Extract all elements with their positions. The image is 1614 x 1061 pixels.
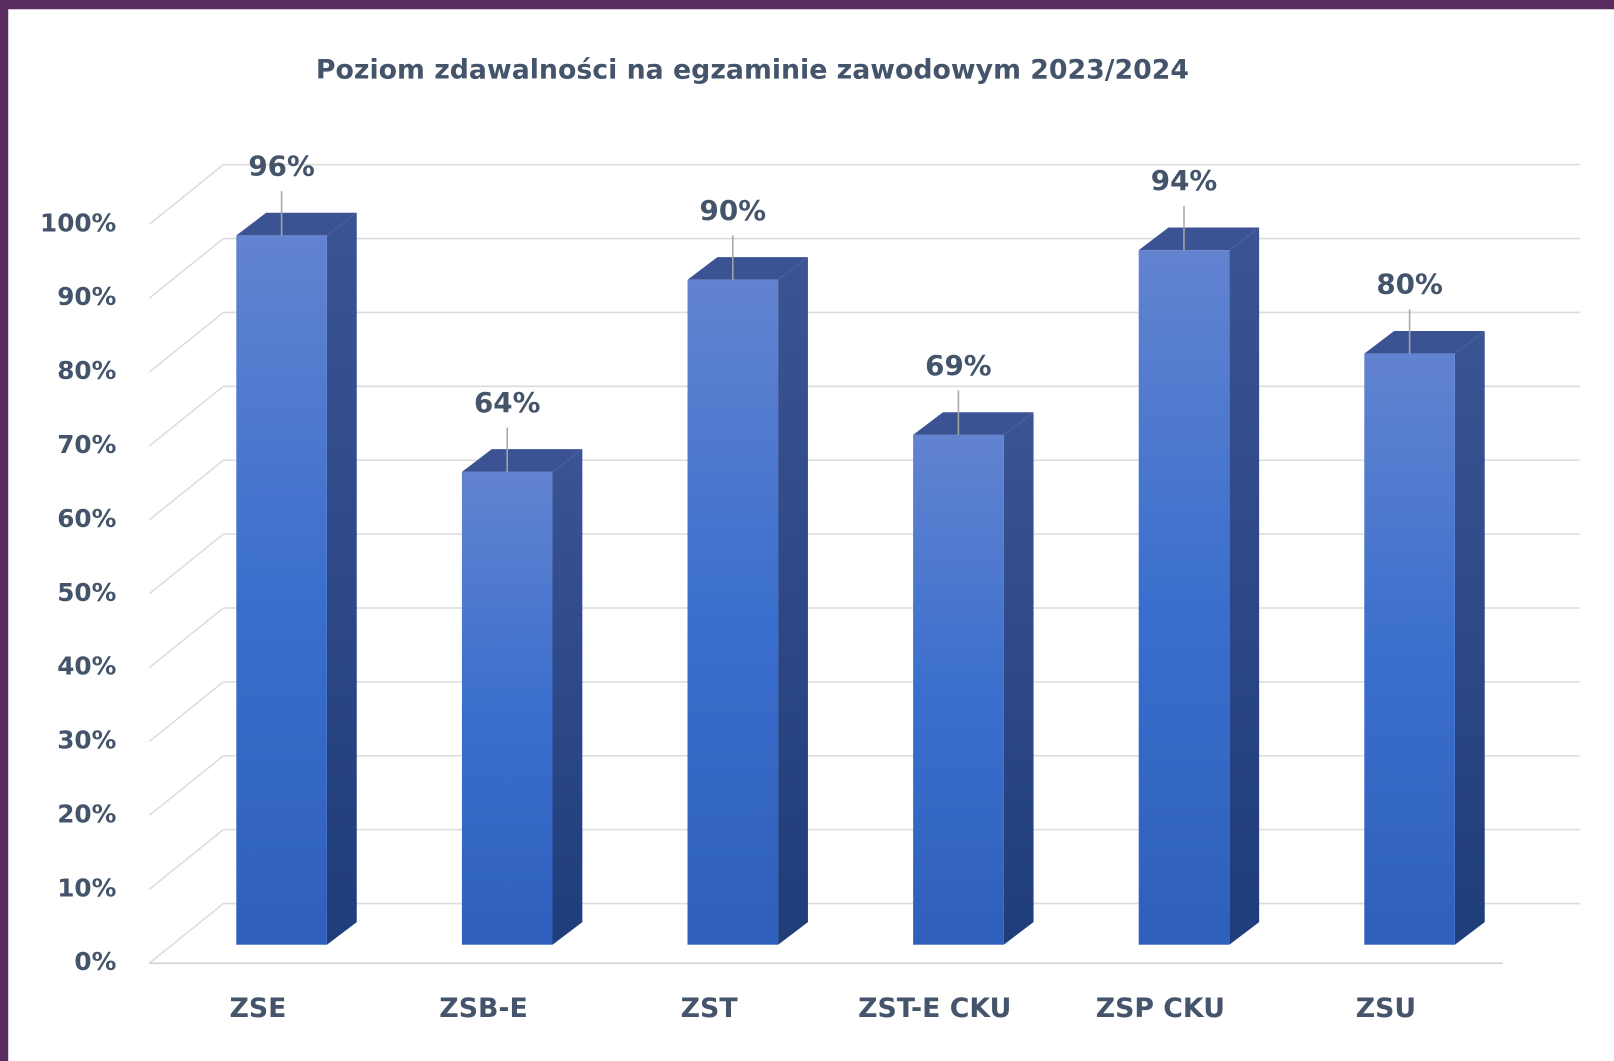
bar bbox=[461, 471, 553, 945]
x-tick-label: ZSB-E bbox=[439, 993, 527, 1024]
bar-top bbox=[687, 257, 808, 280]
bar bbox=[1138, 250, 1230, 945]
bar bbox=[687, 279, 779, 945]
bar-side bbox=[552, 449, 583, 945]
y-tick-label: 40% bbox=[57, 652, 116, 681]
grid-line bbox=[148, 607, 224, 669]
data-label: 94% bbox=[1151, 164, 1217, 197]
data-label: 64% bbox=[474, 386, 540, 419]
data-label: 69% bbox=[925, 349, 991, 382]
y-tick-label: 60% bbox=[57, 504, 116, 533]
grid-line bbox=[148, 237, 224, 299]
chart-title: Poziom zdawalności na egzaminie zawodowy… bbox=[316, 55, 1189, 86]
grid-line bbox=[148, 755, 224, 817]
bar bbox=[236, 235, 327, 945]
y-tick-label: 20% bbox=[57, 799, 116, 828]
x-tick-label: ZST-E CKU bbox=[858, 993, 1011, 1024]
y-tick-label: 90% bbox=[57, 282, 116, 311]
y-tick-label: 100% bbox=[40, 208, 116, 237]
grid-line bbox=[148, 459, 224, 521]
grid-line bbox=[148, 533, 224, 595]
y-tick-label: 50% bbox=[57, 578, 116, 607]
x-tick-label: ZSE bbox=[229, 993, 286, 1024]
bar-top bbox=[236, 212, 357, 236]
y-tick-label: 70% bbox=[57, 430, 116, 459]
bar bbox=[913, 434, 1004, 945]
data-label: 96% bbox=[248, 149, 314, 182]
bar-side bbox=[326, 212, 357, 945]
y-tick-label: 30% bbox=[57, 726, 116, 755]
bar-side bbox=[1454, 330, 1485, 945]
bar bbox=[1364, 353, 1455, 945]
x-tick-label: ZSU bbox=[1356, 993, 1416, 1024]
grid-line bbox=[148, 902, 224, 964]
grid-line bbox=[148, 164, 224, 225]
bar-side bbox=[1003, 412, 1034, 945]
grid-line bbox=[148, 311, 224, 373]
x-tick-label: ZST bbox=[681, 993, 739, 1024]
border-left bbox=[0, 0, 9, 1061]
grid-line bbox=[148, 385, 224, 447]
data-label: 90% bbox=[700, 194, 766, 227]
y-tick-label: 10% bbox=[57, 873, 116, 902]
bar-top bbox=[1364, 330, 1485, 354]
grid-line bbox=[148, 829, 224, 890]
bar-top bbox=[1138, 227, 1260, 251]
bar-top bbox=[913, 412, 1034, 435]
bar-side bbox=[1229, 227, 1260, 945]
grid-line bbox=[148, 681, 224, 743]
bar-side bbox=[778, 257, 808, 945]
y-tick-label: 80% bbox=[57, 356, 116, 385]
bar-top bbox=[461, 449, 583, 472]
x-tick-label: ZSP CKU bbox=[1096, 993, 1225, 1024]
data-label: 80% bbox=[1376, 268, 1442, 301]
y-tick-label: 0% bbox=[74, 947, 116, 976]
border-top bbox=[0, 0, 1614, 10]
